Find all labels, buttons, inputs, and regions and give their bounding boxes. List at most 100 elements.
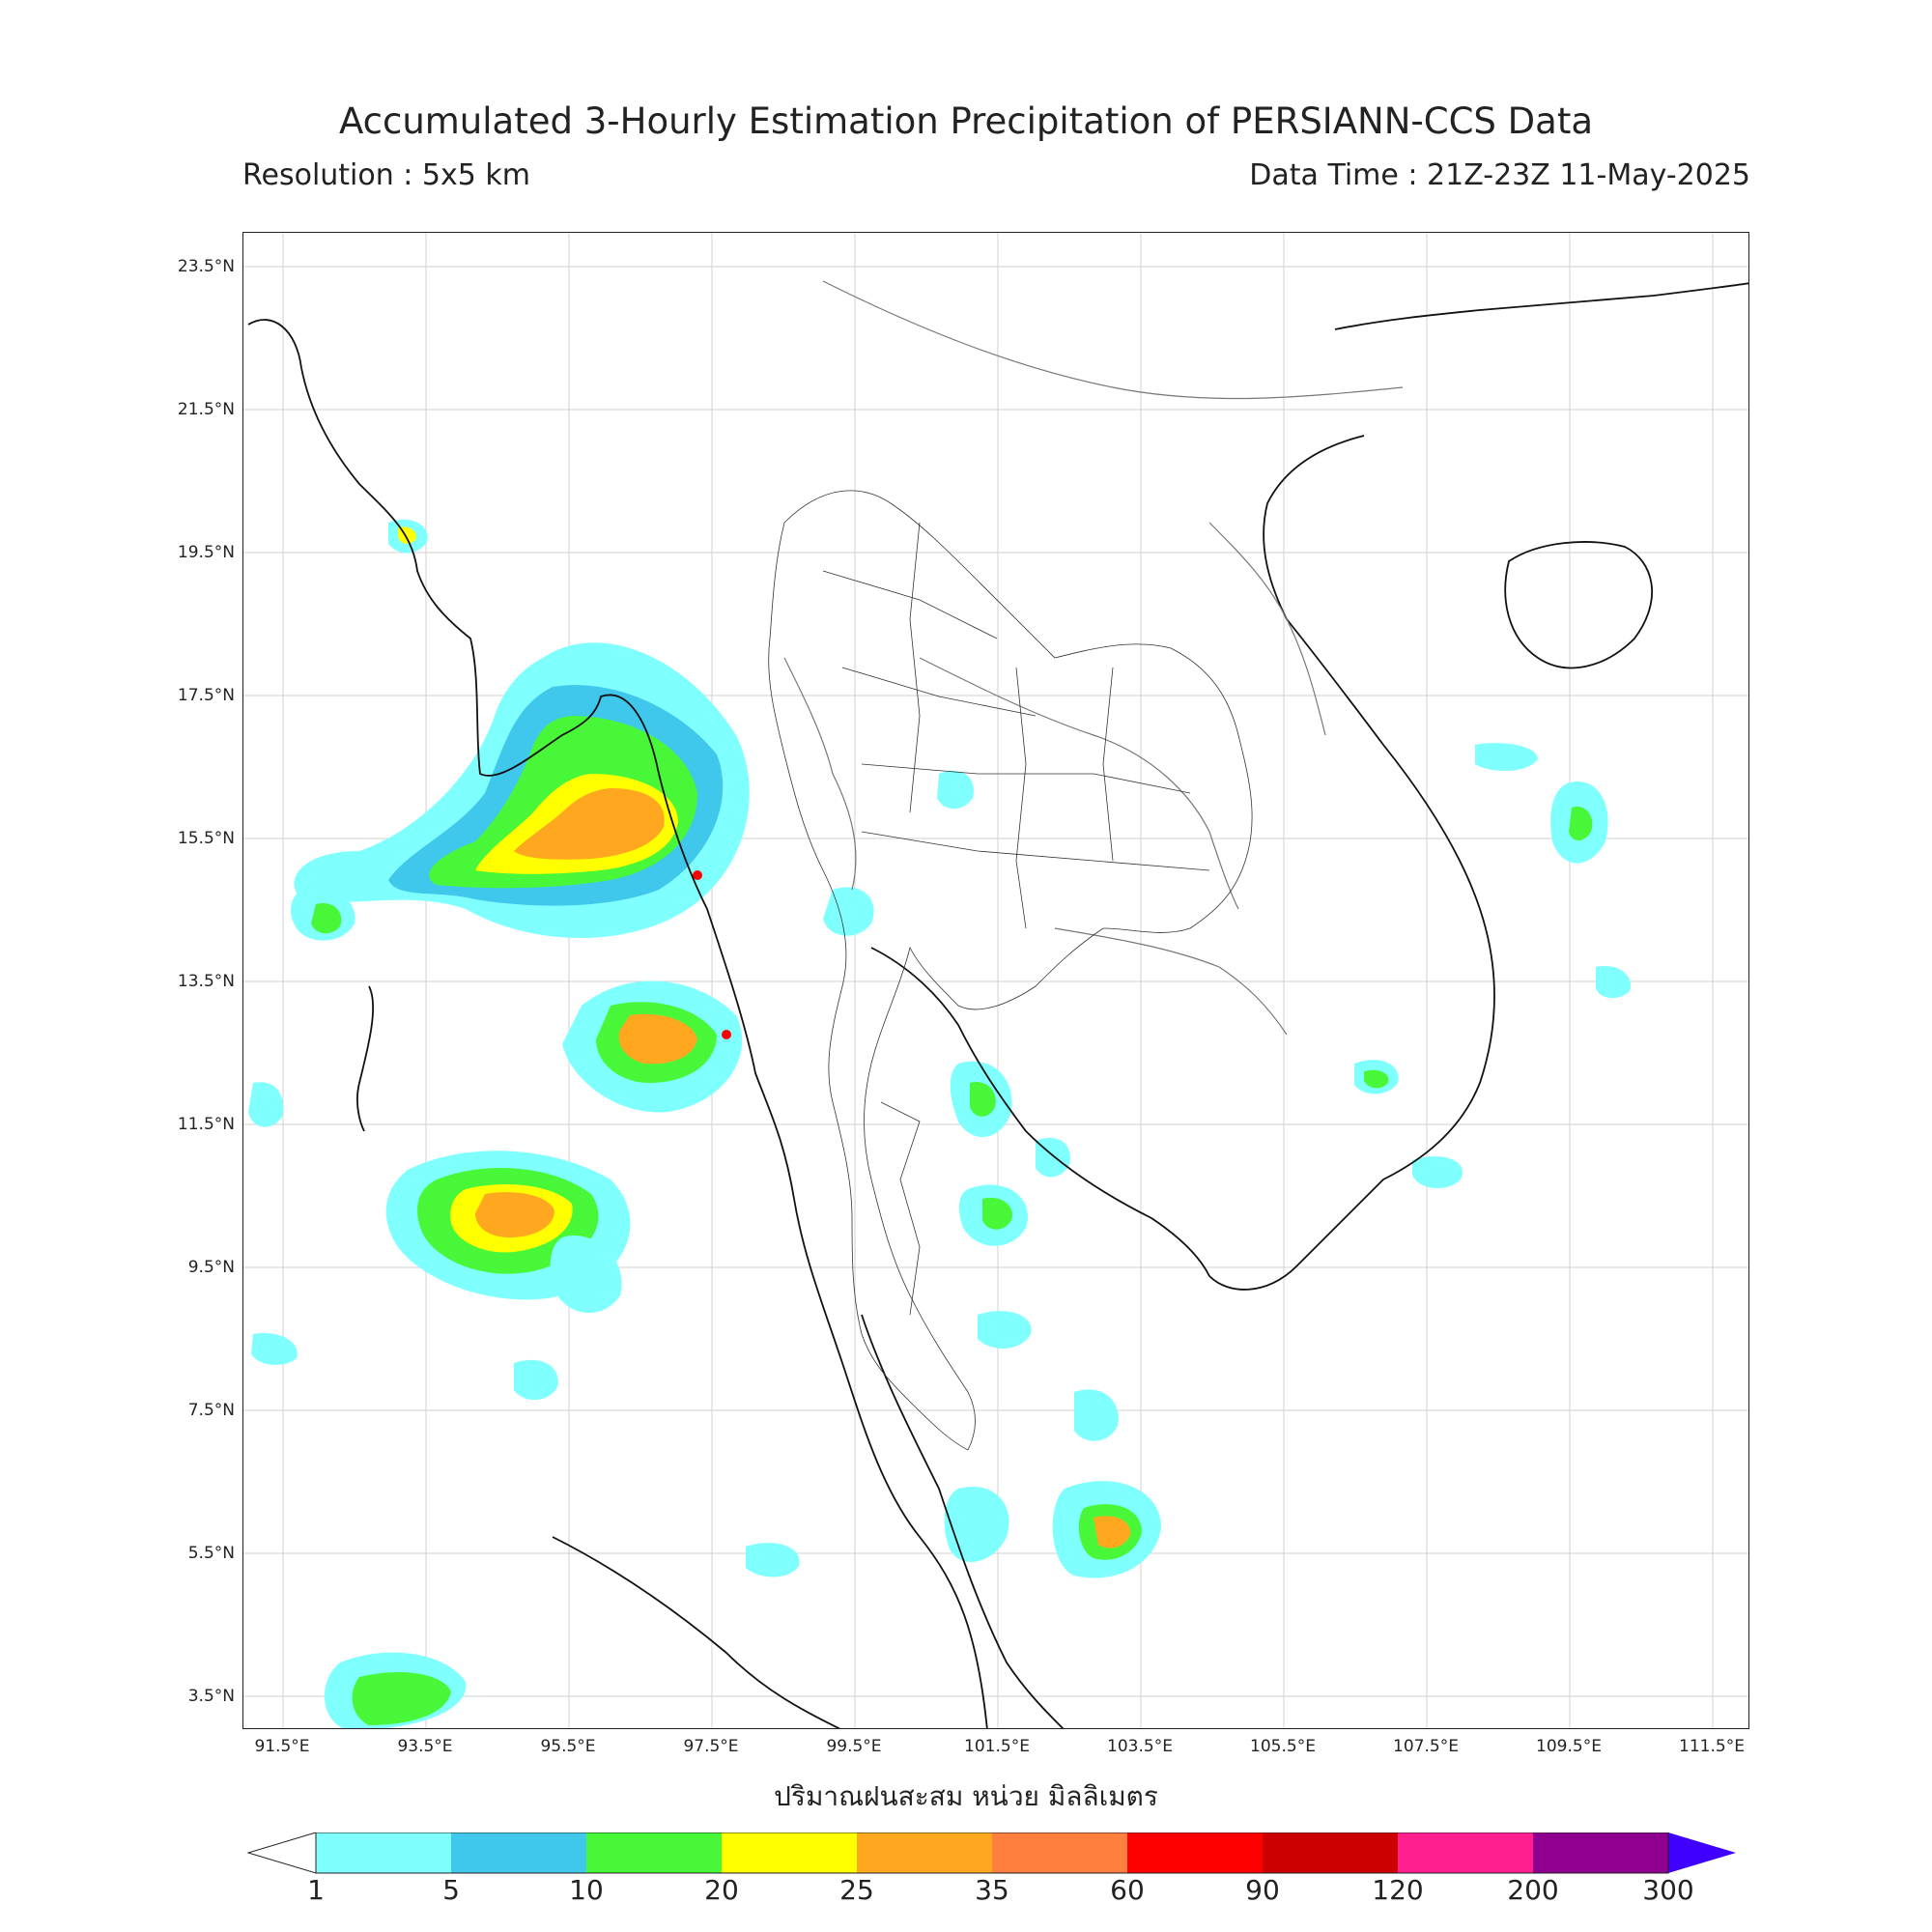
- colorbar-segment: [857, 1833, 992, 1873]
- lat-tick-label: 15.5°N: [177, 829, 235, 848]
- lat-tick-label: 5.5°N: [187, 1544, 235, 1563]
- chart-title: Accumulated 3-Hourly Estimation Precipit…: [338, 100, 1594, 142]
- colorbar-tick-label: 35: [975, 1874, 1009, 1906]
- rain-cell-misc-9: [251, 1333, 298, 1365]
- map-canvas: [243, 233, 1748, 1728]
- lon-tick-label: 101.5°E: [964, 1737, 1030, 1756]
- gridlines: [243, 233, 1748, 1728]
- rain-cell-malay-3: [1074, 1389, 1119, 1441]
- rain-cell-scs-3: [1596, 966, 1631, 999]
- thailand-outline: [768, 490, 1253, 1451]
- rain-cell-gulf-3: [978, 1311, 1032, 1350]
- rain-cell-misc-6: [823, 887, 874, 936]
- coastline-thai-gulf: [870, 435, 1495, 1291]
- lat-tick-label: 21.5°N: [177, 400, 235, 419]
- rain-cell-misc-7: [937, 770, 974, 810]
- lon-tick-label: 105.5°E: [1250, 1737, 1316, 1756]
- border-thailand-laos: [919, 657, 1239, 910]
- coastline-myanmar-bangladesh: [247, 319, 988, 1728]
- rain-cell-martaban-orange: [618, 1013, 697, 1065]
- colorbar-segment: [451, 1833, 586, 1873]
- colorbar-segment: [1127, 1833, 1263, 1873]
- lat-tick-label: 3.5°N: [187, 1687, 235, 1706]
- coastline-china-south: [1334, 282, 1748, 330]
- rain-cell-scs-2: [1475, 743, 1538, 771]
- colorbar-right-arrow: [1668, 1833, 1736, 1873]
- rain-cell-misc-5: [550, 1236, 622, 1314]
- lon-tick-label: 95.5°E: [540, 1737, 596, 1756]
- border-myanmar-thailand: [783, 657, 857, 891]
- rain-cell-vn-1-green: [1364, 1069, 1389, 1089]
- data-time-label: Data Time : 21Z-23Z 11-May-2025: [1249, 158, 1750, 192]
- rain-cell-malay-2: [944, 1487, 1009, 1563]
- precipitation-layer: [248, 519, 1631, 1728]
- rain-cell-andaman-orange: [475, 1192, 554, 1237]
- colorbar-tick-label: 120: [1372, 1874, 1424, 1906]
- lat-tick-label: 13.5°N: [177, 972, 235, 991]
- province-line-3: [861, 763, 1191, 794]
- colorbar-tick-label: 25: [839, 1874, 874, 1906]
- lat-tick-label: 11.5°N: [177, 1115, 235, 1134]
- province-line-4: [861, 831, 1210, 871]
- province-line-5: [909, 522, 921, 813]
- lon-tick-label: 99.5°E: [826, 1737, 882, 1756]
- colorbar-segment: [1533, 1833, 1668, 1873]
- rain-cell-misc-4: [746, 1543, 800, 1577]
- colorbar-segment: [586, 1833, 722, 1873]
- colorbar-segment: [316, 1833, 451, 1873]
- lat-tick-label: 19.5°N: [177, 543, 235, 562]
- rain-cell-gulf-1-green: [970, 1082, 996, 1117]
- colorbar-segment: [722, 1833, 857, 1873]
- colorbar-left-arrow: [246, 1833, 317, 1874]
- border-cambodia: [1054, 927, 1288, 1036]
- rain-cell-scs-1-green: [1569, 807, 1593, 840]
- lat-tick-label: 9.5°N: [187, 1258, 235, 1277]
- rain-cell-gulf-4: [1036, 1137, 1070, 1178]
- rain-cell-misc-8: [248, 1082, 284, 1127]
- colorbar-segment: [1263, 1833, 1398, 1873]
- colorbar-tick-label: 10: [569, 1874, 604, 1906]
- province-line-6: [1015, 667, 1027, 929]
- colorbar-tick-label: 1: [307, 1874, 325, 1906]
- colorbar-tick-label: 60: [1110, 1874, 1145, 1906]
- colorbar-tick-label: 20: [704, 1874, 739, 1906]
- map-frame: [242, 232, 1749, 1729]
- resolution-label: Resolution : 5x5 km: [242, 158, 530, 192]
- rain-cell-vn-2: [1412, 1156, 1463, 1189]
- lon-tick-label: 107.5°E: [1393, 1737, 1459, 1756]
- rain-cell-misc-2-green: [352, 1672, 451, 1725]
- coastline-sumatra: [552, 1536, 841, 1728]
- border-china: [822, 280, 1404, 400]
- lon-tick-label: 91.5°E: [254, 1737, 310, 1756]
- rain-cell-gulf-2-green: [982, 1197, 1012, 1230]
- province-line-2: [841, 667, 1037, 717]
- rain-cell-bengal-west-green: [311, 903, 342, 934]
- lat-tick-label: 17.5°N: [177, 686, 235, 705]
- border-laos-vietnam: [1208, 522, 1326, 736]
- rain-core-myanmar: [693, 870, 702, 880]
- lon-tick-label: 103.5°E: [1107, 1737, 1173, 1756]
- province-line-8: [880, 1101, 921, 1316]
- lon-tick-label: 97.5°E: [683, 1737, 739, 1756]
- colorbar-tick-label: 90: [1245, 1874, 1280, 1906]
- coastline-malay-peninsula: [861, 1314, 1065, 1728]
- rain-cell-myanmar-orange: [514, 788, 665, 860]
- lat-tick-label: 23.5°N: [177, 257, 235, 276]
- thailand-provinces: [768, 490, 1253, 1451]
- borders: [783, 280, 1404, 1036]
- rain-cell-misc-3: [514, 1359, 558, 1401]
- province-line-7: [1102, 667, 1114, 862]
- colorbar-tick-label: 200: [1507, 1874, 1559, 1906]
- colorbar-segment: [992, 1833, 1127, 1873]
- lon-tick-label: 93.5°E: [397, 1737, 453, 1756]
- colorbar: [246, 1833, 1736, 1874]
- province-line-1: [822, 570, 998, 639]
- colorbar-segment: [1398, 1833, 1533, 1873]
- rain-cell-malay-orange: [1094, 1516, 1131, 1548]
- x-axis-label: ปริมาณฝนสะสม หน่วย มิลลิเมตร: [774, 1780, 1158, 1812]
- colorbar-tick-label: 5: [442, 1874, 460, 1906]
- lat-tick-label: 7.5°N: [187, 1401, 235, 1420]
- coastlines: [247, 282, 1748, 1728]
- lon-tick-label: 111.5°E: [1679, 1737, 1745, 1756]
- colorbar-tick-label: 300: [1642, 1874, 1694, 1906]
